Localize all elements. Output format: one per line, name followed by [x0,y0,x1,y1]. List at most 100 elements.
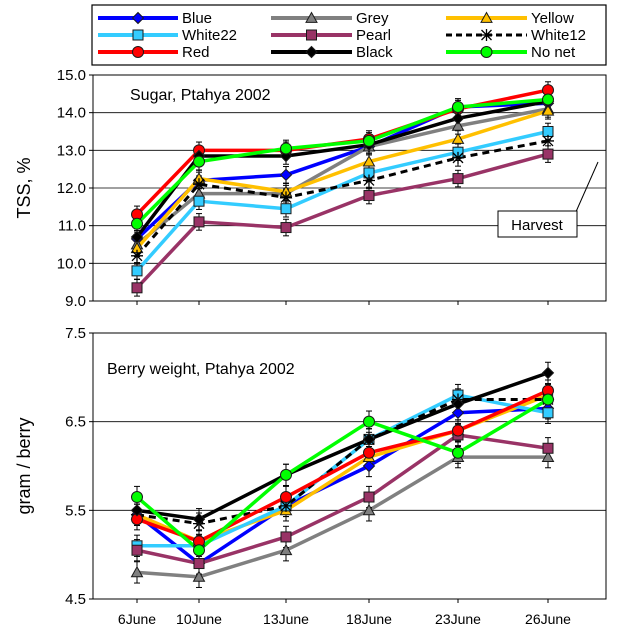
point-pearl [193,216,205,228]
point-no-net [280,142,292,155]
berry-weight-chart: 4.5 5.5 6.5 7.5 Berry weight, Ptahya 2002 g… [14,325,607,627]
point-white12 [452,151,464,164]
legend-label-yellow: Yellow [531,10,574,27]
legend: Blue Grey Yellow White22 Pearl White12 Red Blac… [91,4,607,66]
point-no-net [363,415,375,428]
x-tick-label: 10June [176,611,222,627]
point-white22 [131,265,143,277]
series-line-black [135,99,549,239]
point-no-net [131,491,143,504]
series-line-red [136,389,549,544]
sugar-chart-title: Sugar, Ptahya 2002 [130,87,271,104]
harvest-box [497,210,578,238]
harvest-label: Harvest [511,217,564,234]
point-pearl [363,190,375,202]
point-white22 [542,407,554,419]
point-yellow [541,104,555,116]
point-grey [362,503,376,516]
legend-label-no-net: No net [531,44,576,61]
series-line-black [136,371,549,521]
y-tick-label: 5.5 [65,502,86,519]
point-no-net [193,544,205,557]
point-no-net [452,446,464,459]
point-grey [279,543,293,556]
point-no-net [280,468,292,481]
berry-gridlines [93,421,606,511]
legend-label-black: Black [356,44,393,61]
y-tick-label: 10.0 [57,255,86,272]
y-tick-label: 6.5 [65,414,86,431]
point-pearl [363,491,375,503]
x-axis-ticks: 6June 10June 13June 18June 23June 26June [118,611,571,627]
point-black [192,512,206,526]
point-black [541,366,555,380]
y-tick-label: 4.5 [65,591,86,608]
point-white22 [193,195,205,207]
berry-chart-title: Berry weight, Ptahya 2002 [107,361,295,378]
point-pearl [542,442,554,454]
point-white12 [280,191,292,204]
x-tick-label: 23June [435,611,481,627]
point-grey [130,565,144,578]
harvest-pointer [574,161,599,215]
series-line-pearl [136,433,549,566]
series-line-white12 [136,398,548,526]
x-tick-label: 18June [346,611,392,627]
berry-y-axis-label: gram / berry [14,417,34,514]
series-line-pearl [135,152,549,290]
sugar-y-axis-label: TSS, % [14,157,34,218]
point-black [451,397,465,411]
x-tick-label: 6June [118,611,156,627]
point-grey [192,570,206,582]
legend-label-blue: Blue [182,10,212,27]
point-white12 [542,134,554,147]
legend-marker-white12 [480,29,493,41]
berry-series [130,361,555,588]
legend-marker-black [305,45,318,59]
harvest-annotation: Harvest [497,161,599,238]
series-line-yellow [135,109,549,250]
point-black [130,230,144,244]
point-black [362,433,376,446]
point-grey [451,119,465,131]
legend-label-pearl: Pearl [356,27,391,44]
sugar-y-ticks: 9.0 10.0 11.0 12.0 13.0 14.0 15.0 [57,67,549,310]
series-line-white22 [135,129,549,273]
point-white12 [280,499,292,512]
point-red [280,491,292,504]
berry-y-ticks: 4.5 5.5 6.5 7.5 [65,325,549,608]
y-tick-label: 9.0 [65,293,86,310]
y-tick-label: 15.0 [57,67,86,84]
legend-marker-red [132,46,144,58]
point-black [451,112,465,125]
point-blue [279,168,293,182]
series-line-no-net [135,97,549,226]
point-pearl [280,531,292,543]
point-white12 [131,249,143,262]
legend-marker-yellow [480,11,493,23]
point-pearl [280,222,292,234]
sugar-series [130,81,555,297]
x-tick-label: 13June [263,611,309,627]
y-tick-label: 12.0 [57,180,86,197]
legend-marker-grey [305,11,318,23]
point-no-net [542,93,554,106]
series-line-white12 [135,139,549,257]
series-line-grey [136,455,548,579]
legend-marker-white22 [132,29,144,41]
point-black [130,504,144,517]
point-red [452,424,464,437]
y-tick-label: 13.0 [57,142,86,159]
point-no-net [363,134,375,147]
series-line-grey [135,107,549,246]
point-pearl [131,544,143,556]
legend-marker-blue [131,11,145,25]
point-no-net [131,217,143,230]
point-pearl [542,148,554,160]
point-pearl [131,282,143,294]
series-line-blue [135,406,549,566]
point-no-net [452,101,464,114]
point-white22 [280,203,292,215]
point-no-net [193,155,205,168]
